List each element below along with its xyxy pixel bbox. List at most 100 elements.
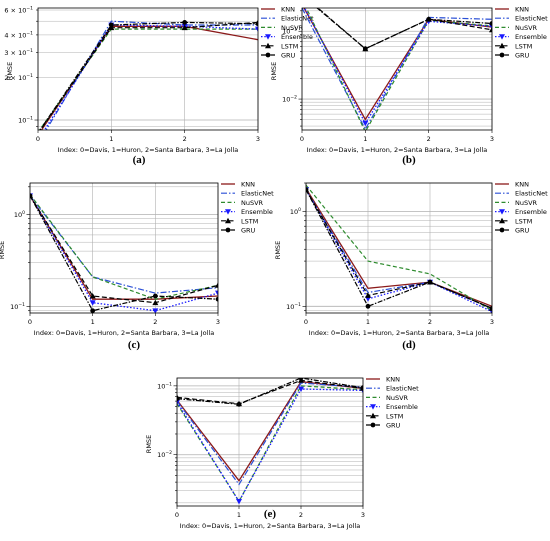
legend-marker: [225, 227, 231, 233]
series-line-elasticnet: [306, 189, 492, 309]
legend-marker: [265, 52, 271, 58]
series-line-elasticnet: [177, 382, 363, 486]
x-tick-label: 3: [490, 318, 494, 326]
x-tick-label: 0: [36, 135, 40, 143]
y-tick-label: 4 × 10−1: [4, 30, 33, 39]
legend-marker: [499, 34, 505, 40]
data-point-gru: [362, 46, 368, 52]
x-axis-label: Index: 0=Davis, 1=Huron, 2=Santa Barbara…: [34, 329, 214, 337]
x-tick-label: 3: [490, 135, 494, 143]
legend-label: GRU: [515, 227, 530, 235]
series-group: [306, 184, 492, 313]
y-tick-label: 10−2: [282, 95, 297, 104]
series-line-nusvr: [177, 385, 363, 503]
series-group: [302, 8, 492, 130]
legend-marker: [499, 42, 505, 49]
x-tick-label: 0: [28, 318, 32, 326]
data-point-lstm: [181, 24, 188, 31]
data-point-lstm: [215, 282, 218, 288]
panel-caption: (c): [128, 339, 141, 351]
panel-caption: (d): [402, 339, 416, 351]
chart-panel-a: 0 1 2 3 10−1 2 × 10−1 3 × 10−1 4 × 10−1 6 × 10−1…: [4, 6, 314, 167]
legend-marker: [370, 404, 376, 410]
legend-marker: [499, 52, 505, 58]
x-tick-label: 1: [366, 318, 370, 326]
series-line-lstm: [30, 195, 218, 304]
series-line-gru: [30, 195, 218, 312]
x-tick-label: 1: [91, 318, 95, 326]
legend-label: ElasticNet: [515, 15, 548, 23]
data-point-gru: [489, 306, 492, 311]
x-tick-label: 3: [256, 135, 260, 143]
series-line-knn: [40, 25, 258, 130]
legend-label: NuSVR: [241, 199, 264, 207]
series-line-nusvr: [306, 184, 492, 312]
legend-label: Ensemble: [515, 208, 547, 216]
series-line-ensemble: [30, 195, 218, 312]
plot-frame: [29, 182, 219, 314]
data-point-gru: [177, 396, 180, 402]
series-line-ensemble: [306, 189, 492, 313]
legend-label: ElasticNet: [241, 190, 274, 198]
legend-label: KNN: [386, 376, 400, 384]
legend-marker: [225, 209, 231, 215]
series-group: [30, 192, 218, 313]
x-tick-label: 2: [183, 135, 187, 143]
y-tick-label: 10−2: [157, 450, 172, 459]
x-tick-label: 2: [153, 318, 157, 326]
y-tick-label: 3 × 10−1: [4, 48, 33, 57]
data-point-lstm: [152, 299, 159, 306]
x-axis-label: Index: 0=Davis, 1=Huron, 2=Santa Barbara…: [307, 146, 487, 154]
legend-label: Ensemble: [386, 403, 418, 411]
series-line-lstm: [177, 379, 363, 405]
y-tick-label: 100: [14, 210, 25, 219]
legend-label: GRU: [241, 227, 256, 235]
data-point-gru: [298, 378, 304, 381]
legend-marker: [499, 217, 505, 224]
legend-label: ElasticNet: [281, 15, 314, 23]
series-line-lstm: [39, 21, 258, 130]
series-line-nusvr: [305, 8, 492, 130]
y-tick-label: 10−1: [282, 27, 297, 36]
plot-frame: [37, 7, 259, 131]
legend-label: NuSVR: [386, 394, 409, 402]
series-line-gru: [316, 8, 492, 50]
data-point-ensemble: [236, 498, 242, 505]
series-line-ensemble: [43, 24, 258, 130]
data-point-lstm: [489, 26, 492, 33]
data-point-ensemble: [255, 26, 258, 33]
series-line-knn: [306, 188, 492, 307]
legend-marker: [370, 422, 376, 428]
data-point-gru: [236, 401, 242, 407]
y-axis-label: RMSE: [145, 435, 153, 453]
series-line-gru: [177, 378, 363, 405]
chart-panel-c: 0 1 2 3 10−1 100 RMSE Index: 0=Davis, 1=Huron, …: [0, 181, 274, 352]
data-point-gru: [30, 193, 33, 199]
legend-label: Ensemble: [281, 33, 313, 41]
y-tick-label: 10−1: [18, 116, 33, 125]
data-point-ensemble: [298, 386, 304, 392]
series-line-nusvr: [38, 28, 258, 130]
legend-marker: [225, 217, 231, 224]
data-point-gru: [182, 20, 188, 25]
y-tick-label: 10−1: [286, 302, 301, 311]
x-tick-label: 2: [428, 318, 432, 326]
panel-caption: (b): [402, 154, 416, 166]
legend-marker: [499, 209, 505, 215]
legend-marker: [499, 227, 505, 233]
legend-label: KNN: [515, 181, 529, 189]
legend-label: Ensemble: [515, 33, 547, 41]
legend-marker: [370, 412, 376, 419]
x-tick-label: 1: [109, 135, 113, 143]
legend-label: Ensemble: [241, 208, 273, 216]
x-tick-label: 0: [304, 318, 308, 326]
y-tick-label: 100: [290, 207, 301, 216]
plot-frame: [176, 377, 364, 507]
legend-label: LSTM: [241, 217, 258, 225]
plot-frame: [305, 182, 493, 314]
x-tick-label: 2: [427, 135, 431, 143]
data-point-gru: [365, 303, 371, 309]
x-tick-label: 2: [299, 511, 303, 519]
legend-label: GRU: [515, 52, 530, 60]
